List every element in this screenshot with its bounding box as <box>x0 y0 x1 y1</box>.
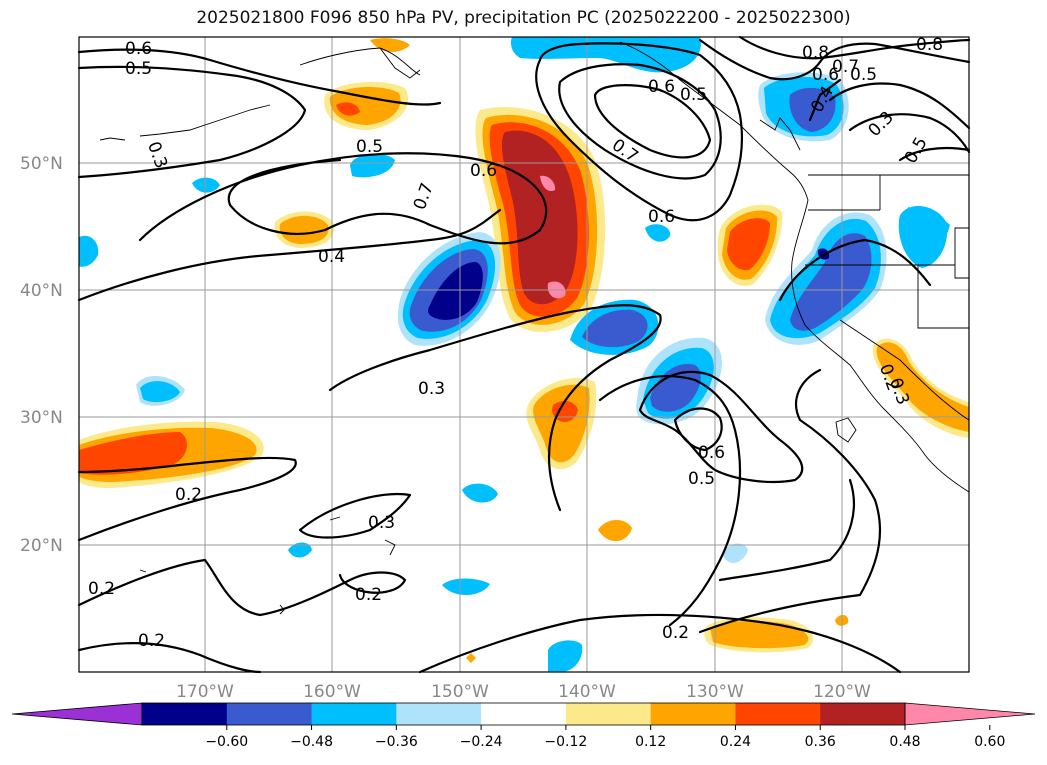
colorbar-bin <box>481 703 567 725</box>
colorbar-bin <box>311 703 397 725</box>
contour-label: 0.2 <box>88 579 115 599</box>
lon-label: 170°W <box>176 682 234 702</box>
contour-label: 0.6 <box>125 39 152 59</box>
colorbar-tick-label: −0.24 <box>460 734 503 750</box>
map-title: 2025021800 F096 850 hPa PV, precipitatio… <box>196 8 851 28</box>
colorbar-bin <box>820 703 906 725</box>
colorbar-tick-label: 0.24 <box>720 734 751 750</box>
colorbar-tick-label: −0.12 <box>544 734 587 750</box>
colorbar-tick-label: −0.60 <box>205 734 248 750</box>
lat-label: 20°N <box>20 536 63 556</box>
colorbar-extend-max <box>904 702 1036 726</box>
contour-label: 0.5 <box>688 469 715 489</box>
contour-label: 0.6 <box>648 207 675 227</box>
graticule <box>79 37 969 672</box>
colorbar-bin <box>565 703 652 725</box>
colorbar-bin <box>142 703 228 725</box>
colorbar-extend-min <box>11 702 143 726</box>
lon-label: 120°W <box>813 682 871 702</box>
contour-label: 0.2 <box>662 623 689 643</box>
contour-label: 0.5 <box>356 137 383 157</box>
lon-label: 130°W <box>686 682 744 702</box>
latitude-labels: 50°N 40°N 30°N 20°N <box>20 154 63 556</box>
colorbar-outline <box>141 702 906 726</box>
colorbar-bin <box>226 703 313 725</box>
contour-label: 0.4 <box>318 247 345 267</box>
colorbar-bin <box>650 703 736 725</box>
lon-label: 160°W <box>303 682 361 702</box>
lat-label: 30°N <box>20 408 63 428</box>
pv-contours <box>77 35 971 674</box>
contour-label: 0.3 <box>418 379 445 399</box>
colorbar-tick-label: −0.48 <box>290 734 333 750</box>
lon-label: 150°W <box>431 682 489 702</box>
contour-label: 0.6 <box>648 77 675 97</box>
lat-label: 50°N <box>20 154 63 174</box>
map-frame <box>78 36 970 673</box>
colorbar: −0.60 −0.48 −0.36 −0.24 −0.12 0.12 0.24 0.36 0.4… <box>11 702 1036 750</box>
colorbar-tick-label: 0.60 <box>974 734 1005 750</box>
lon-label: 140°W <box>558 682 616 702</box>
contour-label: 0.5 <box>680 85 707 105</box>
contour-label: 0.7 <box>832 57 859 77</box>
contour-label: 0.8 <box>916 35 943 55</box>
colorbar-tick-label: −0.36 <box>375 734 418 750</box>
colorbar-bin <box>396 703 482 725</box>
contour-label: 0.6 <box>470 161 497 181</box>
contour-label: 0.5 <box>125 59 152 79</box>
colorbar-tick-label: 0.12 <box>635 734 666 750</box>
lat-label: 40°N <box>20 281 63 301</box>
contour-label: 0.2 <box>138 631 165 651</box>
contour-label: 0.6 <box>698 443 725 463</box>
contour-label: 0.8 <box>802 43 829 63</box>
contour-label: 0.6 <box>812 65 839 85</box>
contour-label: 0.3 <box>368 513 395 533</box>
longitude-labels: 170°W 160°W 150°W 140°W 130°W 120°W <box>176 682 871 702</box>
colorbar-bin <box>735 703 821 725</box>
colorbar-tick-label: 0.48 <box>889 734 920 750</box>
contour-label: 0.5 <box>850 65 877 85</box>
colorbar-tick-label: 0.36 <box>805 734 836 750</box>
contour-label: 0.2 <box>355 585 382 605</box>
contour-label: 0.2 <box>175 485 202 505</box>
